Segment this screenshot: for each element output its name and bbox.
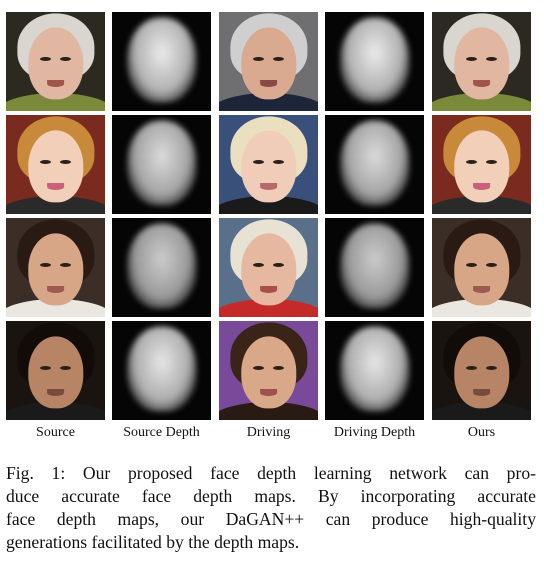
output-image	[432, 218, 531, 317]
source-image	[6, 321, 105, 420]
driving-image	[219, 115, 318, 214]
source-image	[6, 115, 105, 214]
caption-line: duce accurate face depth maps. By incorp…	[6, 486, 536, 506]
source-depth-map	[112, 218, 211, 317]
driving-depth-map	[325, 115, 424, 214]
column-label-source-depth: Source Depth	[123, 425, 200, 440]
driving-image	[219, 12, 318, 111]
caption-line: Fig. 1: Our proposed face depth learning…	[6, 463, 536, 483]
driving-depth-map	[325, 321, 424, 420]
figure-grid	[6, 12, 538, 420]
output-image	[432, 321, 531, 420]
column-label-ours: Ours	[467, 425, 496, 440]
source-depth-map	[112, 321, 211, 420]
source-depth-map	[112, 12, 211, 111]
driving-depth-map	[325, 218, 424, 317]
output-image	[432, 12, 531, 111]
output-image	[432, 115, 531, 214]
caption-line: generations facilitated by the depth map…	[6, 532, 300, 552]
column-label-source: Source	[36, 425, 75, 440]
column-label-driving-depth: Driving Depth	[333, 425, 416, 440]
driving-depth-map	[325, 12, 424, 111]
source-image	[6, 12, 105, 111]
source-image	[6, 218, 105, 317]
driving-image	[219, 321, 318, 420]
driving-image	[219, 218, 318, 317]
caption-line: face depth maps, our DaGAN++ can produce…	[6, 509, 536, 529]
column-label-driving: Driving	[246, 425, 291, 440]
figure-caption: Fig. 1: Our proposed face depth learning…	[6, 462, 536, 554]
source-depth-map	[112, 115, 211, 214]
